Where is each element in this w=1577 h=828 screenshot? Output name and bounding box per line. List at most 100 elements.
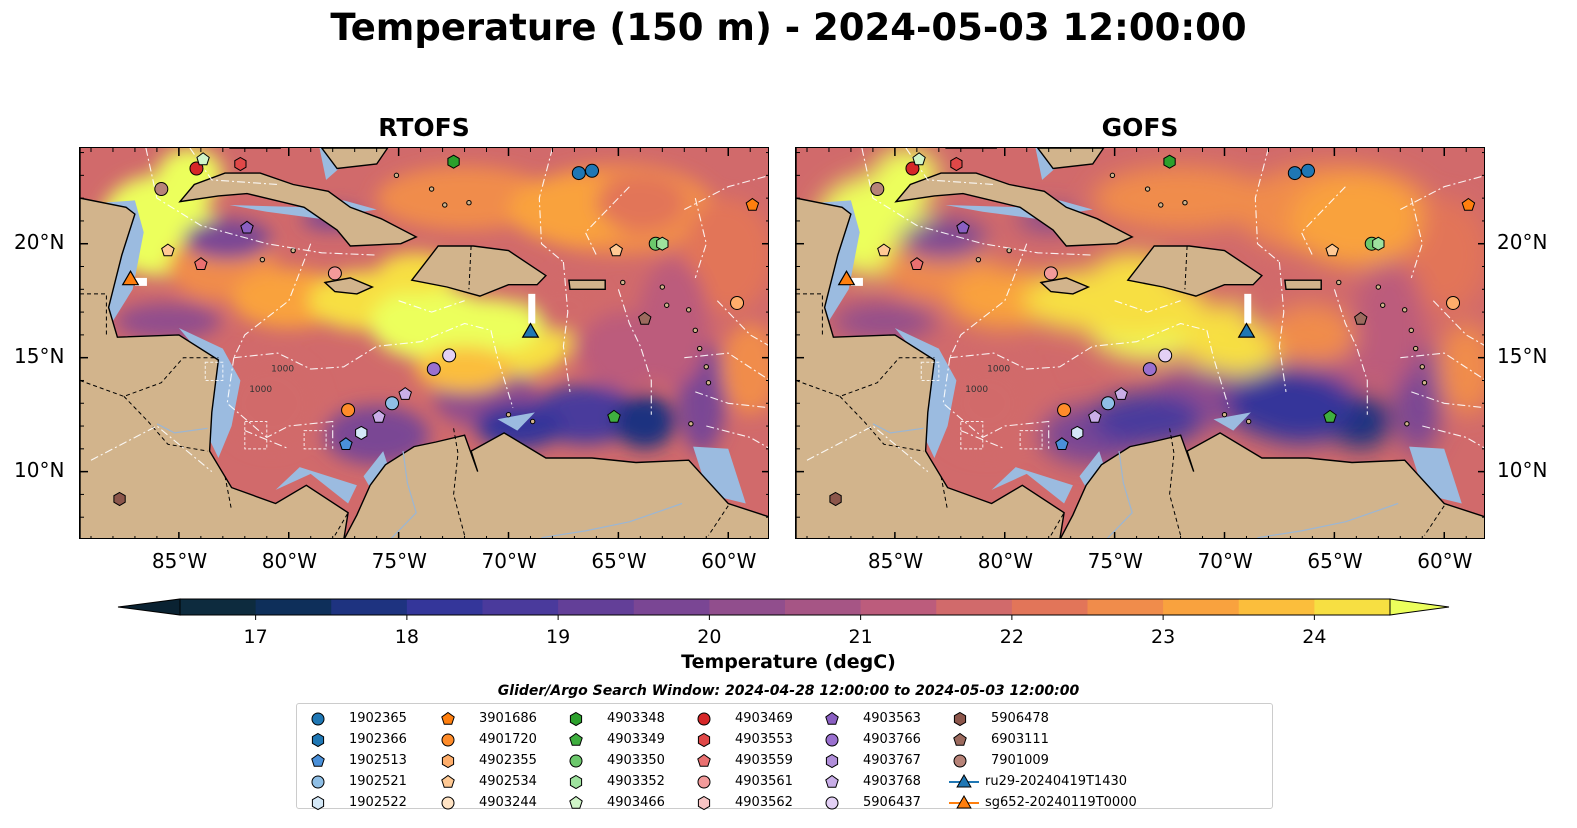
float-marker [1101,396,1116,411]
legend-item: 4902534 [437,771,537,792]
float-marker [341,403,356,418]
legend-marker-icon [697,795,711,810]
svg-text:1000: 1000 [271,364,294,374]
land-jamaica [323,277,375,295]
float-marker [196,152,210,166]
legend-marker-icon [697,775,711,788]
legend-label: 4902355 [479,753,537,768]
legend-item: 4903244 [437,792,537,813]
glider-marker [121,270,140,286]
land-hispaniola [410,245,547,297]
legend-column: 4903563 4903766 4903767 4903768 5906437 [821,708,921,813]
legend-item: ru29-20240419T1430 [949,771,1137,792]
float-marker [240,220,254,234]
legend-label: 4903348 [607,711,665,726]
legend-item: 4903766 [821,729,921,750]
legend-marker-icon [569,754,583,767]
legend-marker-icon [569,774,583,789]
legend-item: 4901720 [437,729,537,750]
legend-item: sg652-20240119T0000 [949,792,1137,813]
float-marker [1142,362,1157,377]
colorbar-tick-label: 22 [1000,626,1024,647]
colorbar-label: Temperature (degC) [681,651,896,673]
lat-tick-label-right: 10°N [1497,457,1548,482]
legend-item: 4903561 [693,771,793,792]
legend-item: 1902366 [307,729,407,750]
legend-column: 5906478 6903111 7901009 ru29-20240419T1430 s… [949,708,1137,813]
lat-tick-label-right: 15°N [1497,343,1548,368]
legend-item: 4903553 [693,729,793,750]
legend-item: 4903767 [821,750,921,771]
legend-item: 4903350 [565,750,665,771]
legend-marker-icon [697,712,711,725]
float-marker [1287,166,1302,181]
float-marker [1043,266,1058,281]
float-marker [956,220,970,234]
legend-item: 1902522 [307,792,407,813]
glider-marker [1237,322,1256,338]
float-marker [638,311,652,325]
legend-marker-icon [569,732,583,746]
legend-label: 1902521 [349,774,407,789]
float-marker [609,243,623,257]
legend-marker-icon [311,795,325,810]
lon-tick-label: 60°W [1417,549,1473,573]
legend-label: 3901686 [479,711,537,726]
legend-label: ru29-20240419T1430 [985,774,1128,789]
legend: 1902365 1902366 1902513 1902521 1902522 39016… [296,703,1273,810]
legend-label: 4903766 [863,732,921,747]
svg-text:1000: 1000 [965,385,988,395]
float-marker [1446,295,1461,310]
legend-item: 4902355 [437,750,537,771]
legend-marker-icon [825,733,839,746]
glider-marker [521,322,540,338]
legend-marker-icon [953,732,967,746]
legend-label: 4903352 [607,774,665,789]
colorbar-tick-label: 24 [1302,626,1326,647]
lon-tick-label: 80°W [261,549,317,573]
land-bahamas [320,148,389,170]
legend-marker-icon [311,753,325,767]
float-marker [234,156,247,172]
float-marker [1088,409,1102,423]
land-southAmerica [343,432,768,538]
float-marker [355,425,368,440]
legend-marker-icon [569,711,583,726]
float-marker [339,437,353,450]
colorbar-tick-label: 17 [244,626,268,647]
legend-marker-icon [311,775,325,788]
float-marker [1057,403,1072,418]
colorbar-tick-label: 18 [395,626,419,647]
legend-marker-icon [569,795,583,809]
legend-marker-icon [311,712,325,725]
land-westMainland [80,148,349,538]
float-marker [447,154,460,169]
float-marker [372,409,386,423]
legend-marker-icon [825,774,839,788]
legend-label: 4903562 [735,795,793,810]
legend-marker-icon [697,753,711,767]
float-marker [1461,197,1476,211]
map-gofs[interactable]: 1000 1000 [795,147,1485,539]
float-marker [656,236,669,251]
legend-marker-icon [949,773,979,787]
float-marker [113,491,126,507]
legend-label: 5906478 [991,711,1049,726]
legend-column: 4903469 4903553 4903559 4903561 4903562 [693,708,793,813]
float-marker [585,163,600,178]
lon-tick-label: 75°W [371,549,427,573]
land-cuba [894,172,1134,247]
legend-label: 1902522 [349,795,407,810]
float-marker [426,362,441,377]
legend-marker-icon [825,711,839,725]
float-marker [327,266,342,281]
legend-item: 5906437 [821,792,921,813]
legend-label: 4903466 [607,795,665,810]
legend-label: 4903244 [479,795,537,810]
float-marker [1163,154,1176,169]
legend-label: sg652-20240119T0000 [985,795,1137,810]
float-marker [870,182,885,197]
colorbar-tick-label: 20 [697,626,721,647]
legend-item: 4903352 [565,771,665,792]
map-rtofs[interactable]: 1000 1000 [79,147,769,539]
